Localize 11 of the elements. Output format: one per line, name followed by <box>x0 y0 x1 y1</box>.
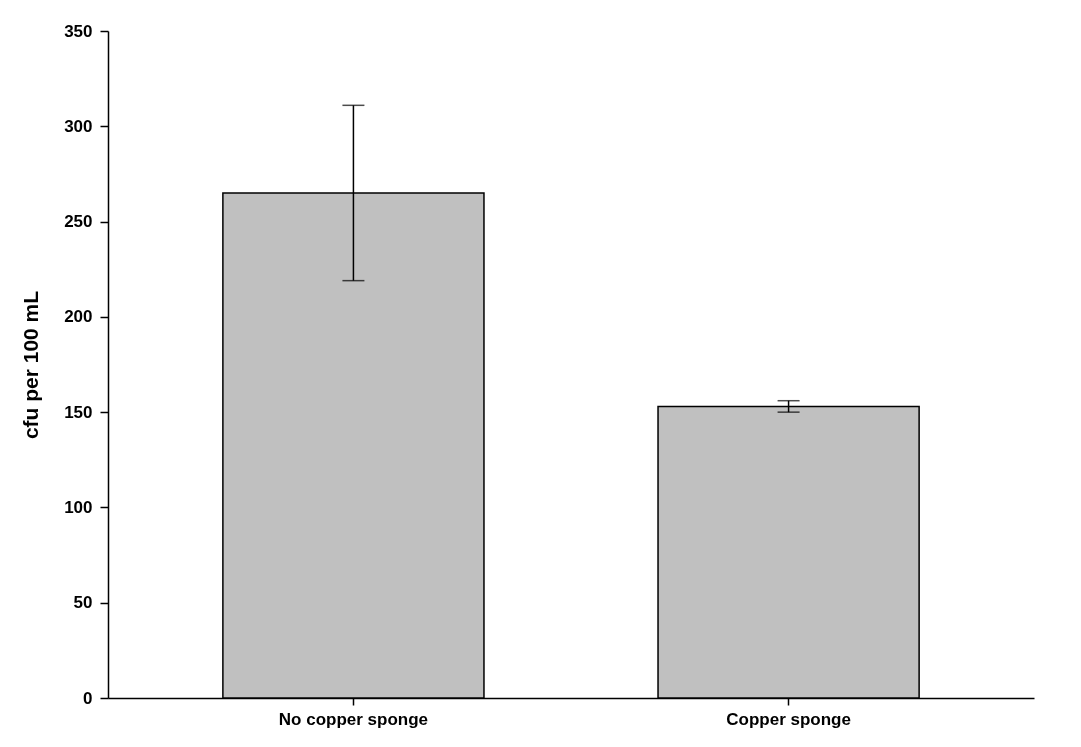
x-tick-label: Copper sponge <box>726 709 851 729</box>
y-axis-title: cfu per 100 mL <box>19 290 43 440</box>
y-tick-label: 250 <box>64 212 93 232</box>
y-tick-label: 200 <box>64 307 93 327</box>
y-tick-label: 100 <box>64 497 93 517</box>
y-tick-label: 300 <box>64 116 93 136</box>
y-tick-label: 50 <box>73 593 93 613</box>
y-tick-label: 150 <box>64 402 93 422</box>
x-tick-label: No copper sponge <box>278 709 429 729</box>
y-tick-label: 0 <box>83 688 93 708</box>
y-tick-label: 350 <box>64 21 93 41</box>
